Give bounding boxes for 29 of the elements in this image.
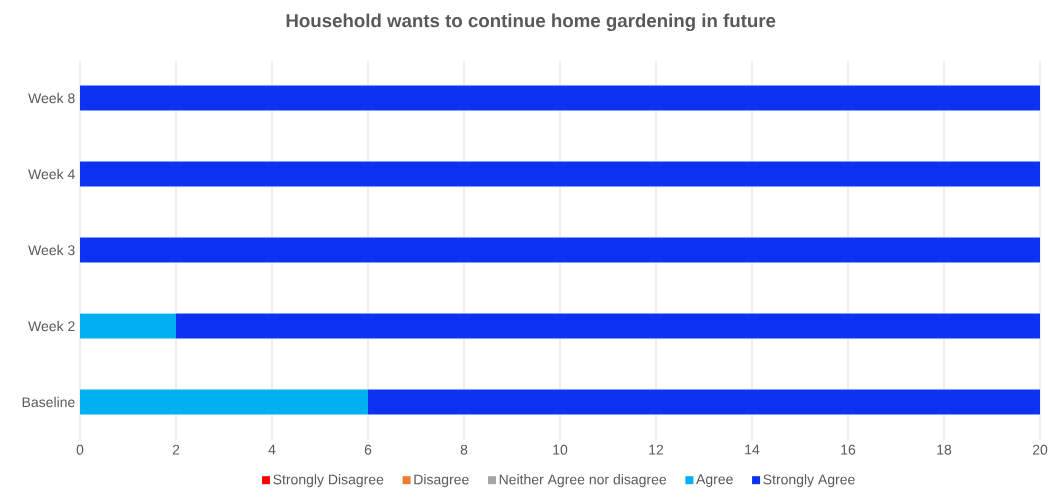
y-tick-label: Week 4: [28, 168, 75, 180]
y-tick-label: Week 8: [28, 92, 75, 104]
legend-label: Strongly Agree: [763, 474, 855, 488]
bar: [80, 85, 1041, 111]
legend-label: Disagree: [414, 474, 469, 488]
bar: [80, 237, 1041, 263]
bar: [80, 161, 1041, 187]
bar: [80, 313, 176, 339]
x-tick-label: 8: [460, 444, 468, 455]
x-tick-label: 14: [745, 444, 760, 455]
x-tick-label: 16: [841, 444, 856, 455]
bar: [368, 389, 1041, 415]
x-tick-label: 6: [364, 444, 372, 455]
x-tick-label: 20: [1032, 444, 1048, 455]
y-tick-label: Week 3: [28, 244, 75, 256]
legend-label: Agree: [696, 474, 733, 487]
y-tick-label: Week 2: [28, 320, 75, 332]
x-tick-label: 10: [553, 444, 568, 455]
x-tick-label: 0: [76, 444, 84, 455]
x-tick-label: 4: [268, 444, 276, 455]
bar: [176, 313, 1041, 339]
x-tick-label: 2: [172, 444, 180, 455]
bar: [80, 389, 368, 415]
legend-label: Neither Agree nor disagree: [499, 474, 667, 488]
x-tick-label: 18: [937, 444, 952, 455]
legend-label: Strongly Disagree: [273, 474, 384, 488]
y-tick-label: Baseline: [22, 396, 75, 408]
x-tick-label: 12: [649, 444, 664, 455]
chart-title: Household wants to continue home gardening in future: [286, 13, 776, 32]
